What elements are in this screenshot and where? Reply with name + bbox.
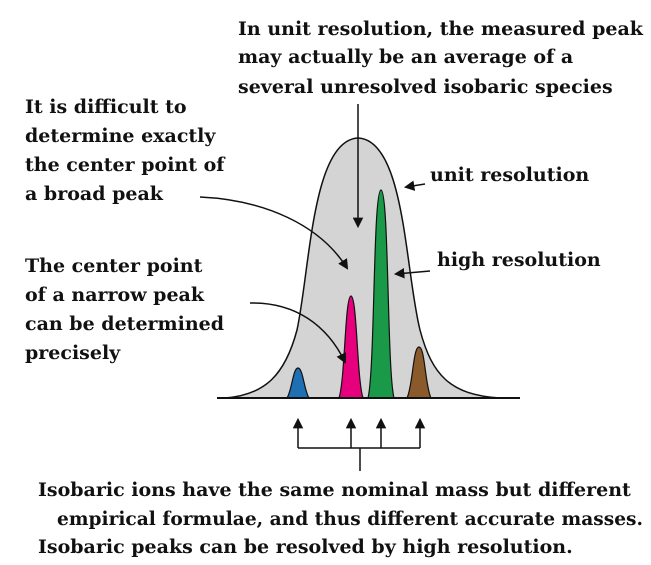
bottom-caption-line-3: Isobaric peaks can be resolved by high r… bbox=[38, 536, 573, 558]
top-annotation-line-1: In unit resolution, the measured peak bbox=[238, 18, 644, 40]
narrow-peak-blue bbox=[285, 367, 311, 399]
broad-annotation-line-1: It is difficult to bbox=[25, 96, 187, 118]
narrow-annotation-line-2: of a narrow peak bbox=[25, 284, 205, 306]
isobaric-bracket bbox=[292, 417, 426, 471]
narrow-peak-green bbox=[367, 189, 395, 399]
broad-annotation-line-4: a broad peak bbox=[25, 183, 164, 205]
top-annotation-line-2: may actually be an average of a bbox=[238, 46, 573, 68]
narrow-annotation-line-4: precisely bbox=[25, 342, 121, 364]
narrow-peak-brown bbox=[406, 346, 432, 399]
narrow-annotation-line-1: The center point bbox=[25, 255, 203, 277]
narrow-peak-annotation: The center point of a narrow peak can be… bbox=[25, 255, 231, 364]
high-resolution-arrow bbox=[393, 268, 431, 279]
top-annotation: In unit resolution, the measured peak ma… bbox=[238, 18, 650, 98]
top-annotation-line-3: several unresolved isobaric species bbox=[238, 76, 613, 98]
unit-resolution-label: unit resolution bbox=[430, 164, 589, 186]
narrow-annotation-line-3: can be determined bbox=[25, 313, 224, 335]
unit-resolution-arrow bbox=[403, 180, 426, 191]
bottom-caption-line-2: empirical formulae, and thus different a… bbox=[57, 508, 643, 530]
broad-peak-annotation: It is difficult to determine exactly the… bbox=[25, 96, 231, 205]
narrow-peak-magenta bbox=[338, 295, 364, 399]
broad-annotation-line-2: determine exactly bbox=[25, 125, 216, 147]
broad-annotation-line-3: the center point of bbox=[25, 154, 226, 176]
bottom-caption-line-1: Isobaric ions have the same nominal mass… bbox=[38, 479, 631, 501]
high-resolution-label: high resolution bbox=[437, 249, 601, 271]
broad-peak-arrow bbox=[199, 196, 349, 270]
bottom-caption: Isobaric ions have the same nominal mass… bbox=[38, 479, 650, 558]
narrow-peak-arrow bbox=[249, 302, 347, 364]
